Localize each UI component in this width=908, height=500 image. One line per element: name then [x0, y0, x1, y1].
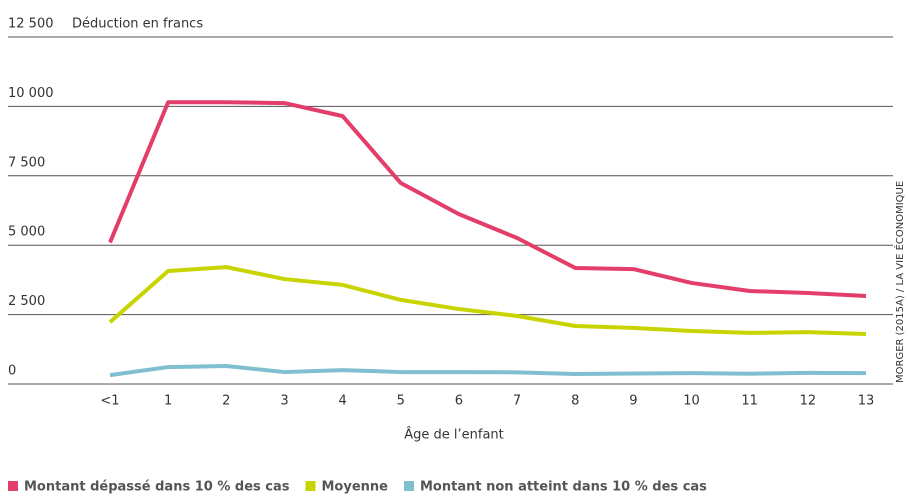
x-tick-label: 1	[164, 394, 172, 409]
x-tick-label: 10	[683, 394, 700, 409]
line	[108, 265, 867, 337]
legend-swatch	[404, 481, 414, 491]
x-tick-label: 13	[858, 394, 875, 409]
x-tick-label: 6	[455, 394, 463, 409]
legend-swatch	[8, 481, 18, 491]
y-tick-label: 7 500	[8, 155, 45, 170]
x-tick-label: 5	[397, 394, 405, 409]
y-tick-label: 0	[8, 364, 16, 379]
line	[108, 100, 867, 298]
y-axis-label: Déduction en francs	[72, 17, 203, 32]
y-tick-label: 10 000	[8, 86, 54, 101]
source: MORGER (2015A) / LA VIE ÉCONOMIQUE	[893, 181, 906, 383]
y-tick-label: 12 500	[8, 17, 54, 32]
x-tick-label: 7	[513, 394, 521, 409]
legend-label: Moyenne	[322, 480, 389, 495]
x-tick-label: 2	[222, 394, 230, 409]
x-tick-label: 11	[741, 394, 758, 409]
x-tick-label: <1	[100, 394, 119, 409]
y-tick-label: 5 000	[8, 225, 45, 240]
x-tick-label: 9	[629, 394, 637, 409]
x-tick-label: 8	[571, 394, 579, 409]
x-tick-label: 4	[338, 394, 346, 409]
x-tick-label: 12	[800, 394, 817, 409]
legend-label: Montant non atteint dans 10 % des cas	[420, 480, 707, 495]
line	[109, 363, 867, 378]
y-tick-label: 2 500	[8, 294, 45, 309]
legend-label: Montant dépassé dans 10 % des cas	[24, 480, 290, 495]
legend-swatch	[305, 481, 316, 491]
x-axis-label: Âge de l’enfant	[404, 427, 504, 443]
x-tick-label: 3	[280, 394, 288, 409]
